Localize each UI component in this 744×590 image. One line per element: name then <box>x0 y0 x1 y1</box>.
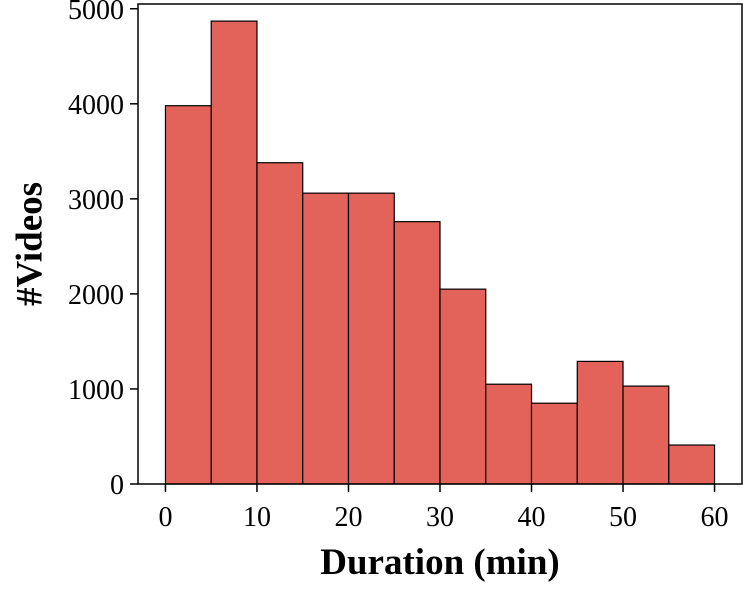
histogram-bar <box>302 192 350 485</box>
histogram-bar <box>622 385 670 485</box>
x-tick-label: 10 <box>243 502 271 533</box>
x-tick-label: 40 <box>518 502 546 533</box>
y-tick-label: 5000 <box>68 0 124 26</box>
y-axis-title: #Videos <box>10 182 51 306</box>
bars-layer <box>164 20 716 485</box>
x-axis-ticks: 0 10 20 30 40 50 60 <box>158 484 729 533</box>
histogram-bar <box>393 221 441 485</box>
histogram-bar <box>576 360 624 485</box>
x-tick-label: 50 <box>609 502 637 533</box>
x-tick-label: 30 <box>426 502 454 533</box>
y-tick-label: 0 <box>110 470 124 501</box>
y-tick-label: 4000 <box>68 90 124 121</box>
histogram-bar <box>347 192 395 485</box>
x-tick-label: 20 <box>334 502 362 533</box>
histogram-bar <box>210 20 258 485</box>
x-axis-title: Duration (min) <box>320 542 559 583</box>
y-tick-label: 1000 <box>68 375 124 406</box>
histogram-bar <box>439 288 487 485</box>
y-tick-label: 3000 <box>68 185 124 216</box>
y-tick-label: 2000 <box>68 280 124 311</box>
y-axis-ticks: 0 1000 2000 3000 4000 5000 <box>68 0 138 501</box>
histogram-bar <box>164 105 212 485</box>
x-tick-label: 0 <box>158 502 172 533</box>
x-tick-label: 60 <box>701 502 729 533</box>
histogram-bar <box>485 383 533 485</box>
histogram-bar <box>530 402 578 485</box>
histogram-bar <box>256 162 304 485</box>
histogram-bar <box>668 444 716 485</box>
